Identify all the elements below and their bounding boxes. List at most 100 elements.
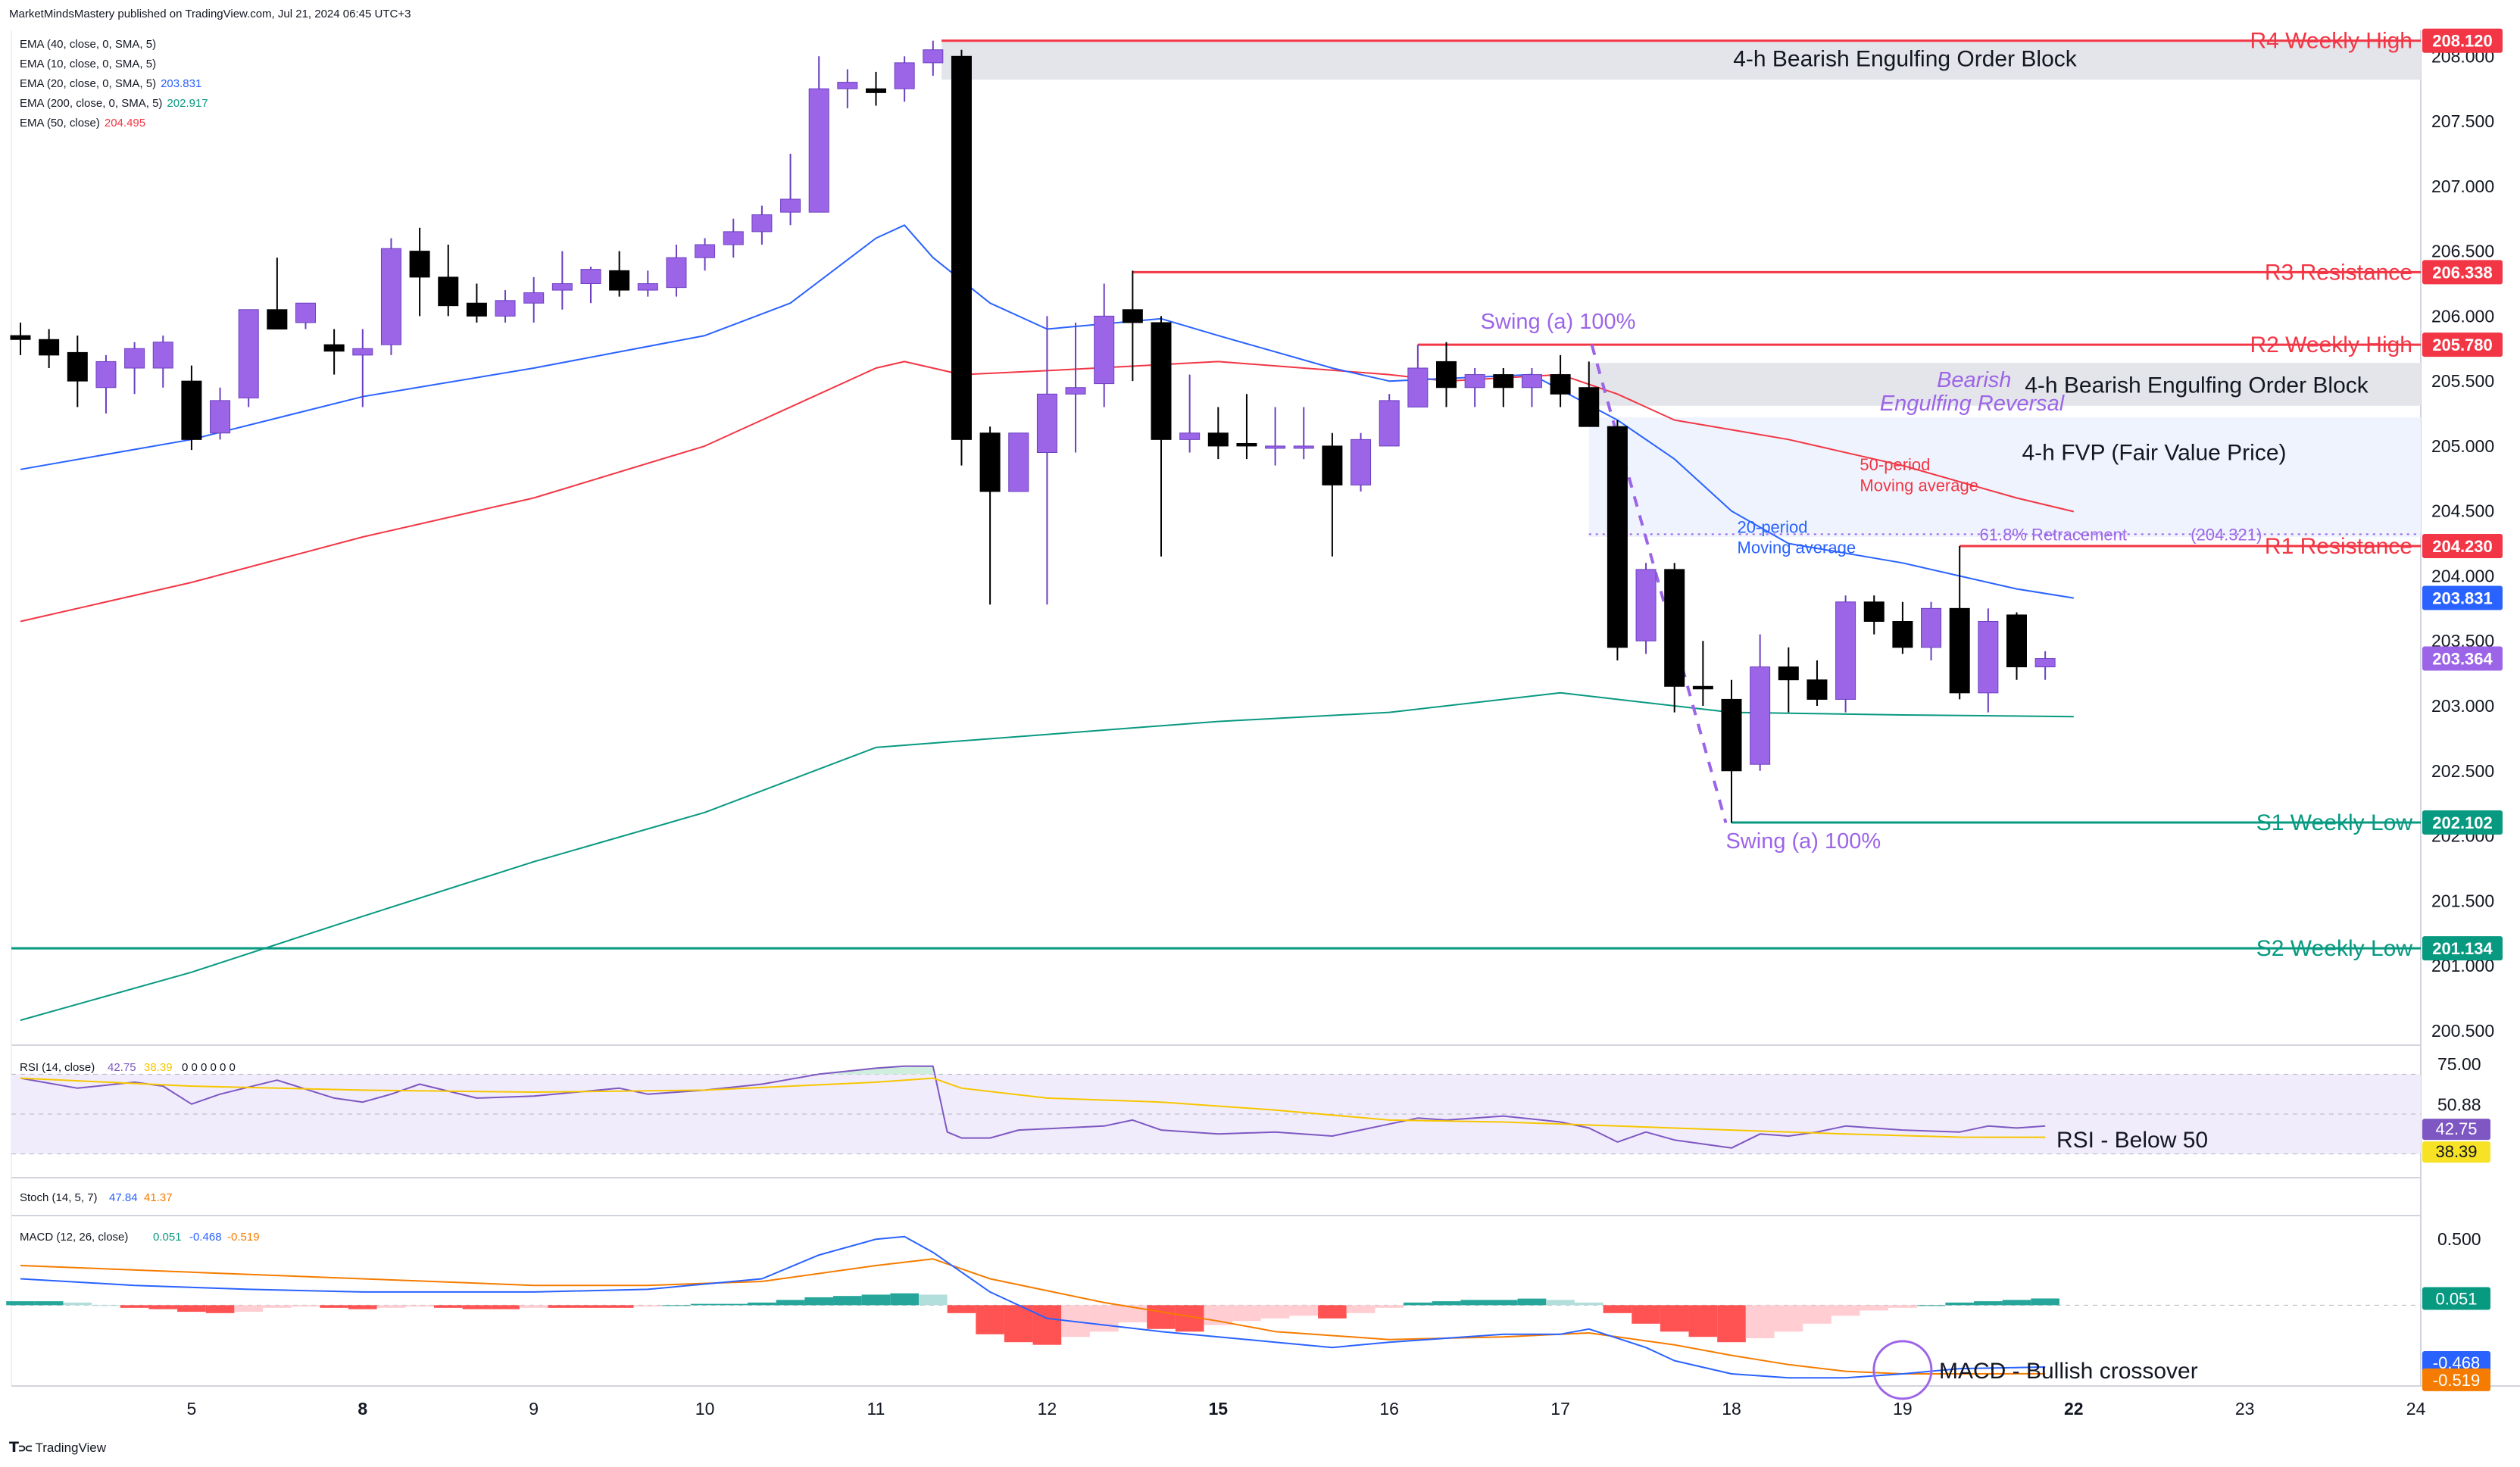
legend-entry[interactable]: EMA (20, close, 0, SMA, 5) 203.831	[20, 77, 201, 90]
macd-histogram-bar	[1774, 1305, 1803, 1332]
level-price-tag	[2422, 936, 2503, 961]
macd-histogram-bar	[120, 1305, 149, 1308]
price-tick: 205.000	[2431, 436, 2494, 456]
price-tick: 207.000	[2431, 176, 2494, 196]
time-tick: 16	[1379, 1399, 1399, 1419]
level-price-tag-text: 205.780	[2432, 336, 2493, 354]
candle-body	[1407, 367, 1429, 407]
candle-body	[923, 49, 944, 64]
candle-body	[380, 248, 401, 345]
macd-histogram-bar	[976, 1305, 1004, 1334]
macd-histogram-bar	[861, 1294, 891, 1306]
price-tag-text: 203.364	[2432, 650, 2493, 669]
rsi-annotation: RSI - Below 50	[2056, 1128, 2208, 1153]
macd-histogram-bar	[1546, 1300, 1575, 1306]
candle-body	[323, 344, 345, 352]
rsi-ma-tag-text: 38.39	[2435, 1142, 2477, 1161]
candle-body	[1521, 374, 1542, 389]
candle-body	[951, 55, 972, 440]
level-price-tag	[2422, 534, 2503, 559]
rsi-tick: 50.88	[2437, 1095, 2481, 1115]
macd-histogram-bar	[1916, 1305, 1946, 1306]
macd-histogram-bar	[1404, 1302, 1432, 1306]
macd-histogram-bar	[376, 1305, 406, 1308]
candle-body	[295, 302, 316, 323]
macd-histogram-bar	[405, 1305, 434, 1307]
candle-body	[894, 62, 915, 89]
candle-body	[2034, 658, 2056, 668]
price-tick: 201.500	[2431, 891, 2494, 910]
macd-histogram-bar	[234, 1305, 264, 1312]
macd-tag-text: 0.051	[2435, 1289, 2477, 1308]
candle-body	[1094, 315, 1115, 385]
macd-histogram-bar	[1318, 1305, 1347, 1319]
candle-body	[580, 269, 601, 284]
legend-entry[interactable]: EMA (200, close, 0, SMA, 5) 202.917	[20, 97, 208, 110]
zone-label: 4-h Bearish Engulfing Order Block	[1733, 47, 2078, 72]
rsi-ma-line	[20, 1077, 2046, 1138]
price-tick: 202.500	[2431, 761, 2494, 781]
candle-body	[1351, 439, 1372, 485]
price-tick: 206.000	[2431, 306, 2494, 326]
candle-body	[1750, 666, 1771, 765]
price-tag	[2422, 585, 2503, 610]
level-label: S2 Weekly Low	[2256, 936, 2413, 961]
rsi-tick: 75.00	[2437, 1054, 2481, 1074]
time-tick: 15	[1209, 1399, 1229, 1419]
stoch-legend-label: Stoch (14, 5, 7)	[20, 1191, 98, 1204]
price-tick: 204.000	[2431, 566, 2494, 585]
publisher-line: MarketMindsMastery published on TradingV…	[9, 8, 411, 20]
rsi-legend-label: RSI (14, close)	[20, 1061, 95, 1074]
candle-body	[124, 348, 145, 369]
legend-entry[interactable]: EMA (50, close) 204.495	[20, 117, 145, 130]
legend-entry[interactable]: EMA (40, close, 0, SMA, 5)	[20, 38, 156, 51]
macd-histogram-bar	[918, 1294, 948, 1306]
candle-body	[866, 88, 886, 93]
candle-body	[466, 302, 487, 317]
macd-histogram-bar	[6, 1301, 35, 1306]
candle-body	[1207, 432, 1229, 447]
candle-body	[1664, 569, 1685, 687]
candle-body	[1550, 374, 1571, 395]
candle-body	[837, 82, 858, 89]
candle-body	[780, 198, 801, 213]
macd-histogram-bar	[662, 1305, 691, 1306]
macd-histogram-bar	[92, 1305, 120, 1306]
candle-body	[723, 231, 744, 245]
tradingview-brand: TradingView	[35, 1440, 107, 1455]
macd-histogram-bar	[1860, 1305, 1889, 1311]
macd-histogram-bar	[690, 1303, 720, 1306]
macd-histogram-bar	[263, 1305, 292, 1308]
macd-histogram-bar	[748, 1302, 776, 1306]
legend-label: EMA (200, close, 0, SMA, 5)	[20, 97, 163, 110]
level-price-tag-text: 206.338	[2432, 263, 2493, 282]
candle-body	[39, 339, 60, 356]
macd-histogram-bar	[1032, 1305, 1062, 1345]
chart-annotation: Swing (a) 100%	[1725, 829, 1881, 854]
rsi-ma-tag	[2422, 1141, 2490, 1163]
macd-legend-value: 0.051	[153, 1231, 182, 1244]
crossover-circle	[1872, 1340, 1933, 1400]
candle-body	[2006, 614, 2027, 668]
macd-histogram-bar	[1089, 1305, 1119, 1332]
candle-body	[210, 400, 231, 434]
macd-histogram-bar	[1574, 1302, 1603, 1306]
macd-histogram-bar	[2002, 1300, 2031, 1306]
candle-body	[1778, 666, 1799, 681]
rsi-tag	[2422, 1119, 2490, 1141]
rsi-tag-text: 42.75	[2435, 1119, 2477, 1138]
candle-body	[181, 380, 202, 440]
candle-body	[637, 283, 658, 291]
macd-histogram-bar	[433, 1305, 463, 1308]
legend-label: EMA (20, close, 0, SMA, 5)	[20, 77, 157, 90]
macd-histogram-bar	[604, 1305, 634, 1308]
macd-histogram-bar	[1803, 1305, 1831, 1324]
level-price-tag	[2422, 28, 2503, 53]
time-tick: 19	[1893, 1399, 1913, 1419]
macd-histogram-bar	[491, 1305, 520, 1309]
candle-body	[1065, 387, 1086, 395]
legend-entry[interactable]: EMA (10, close, 0, SMA, 5)	[20, 58, 156, 70]
candle-body	[979, 432, 1001, 492]
level-price-tag-text: 204.230	[2432, 537, 2493, 556]
